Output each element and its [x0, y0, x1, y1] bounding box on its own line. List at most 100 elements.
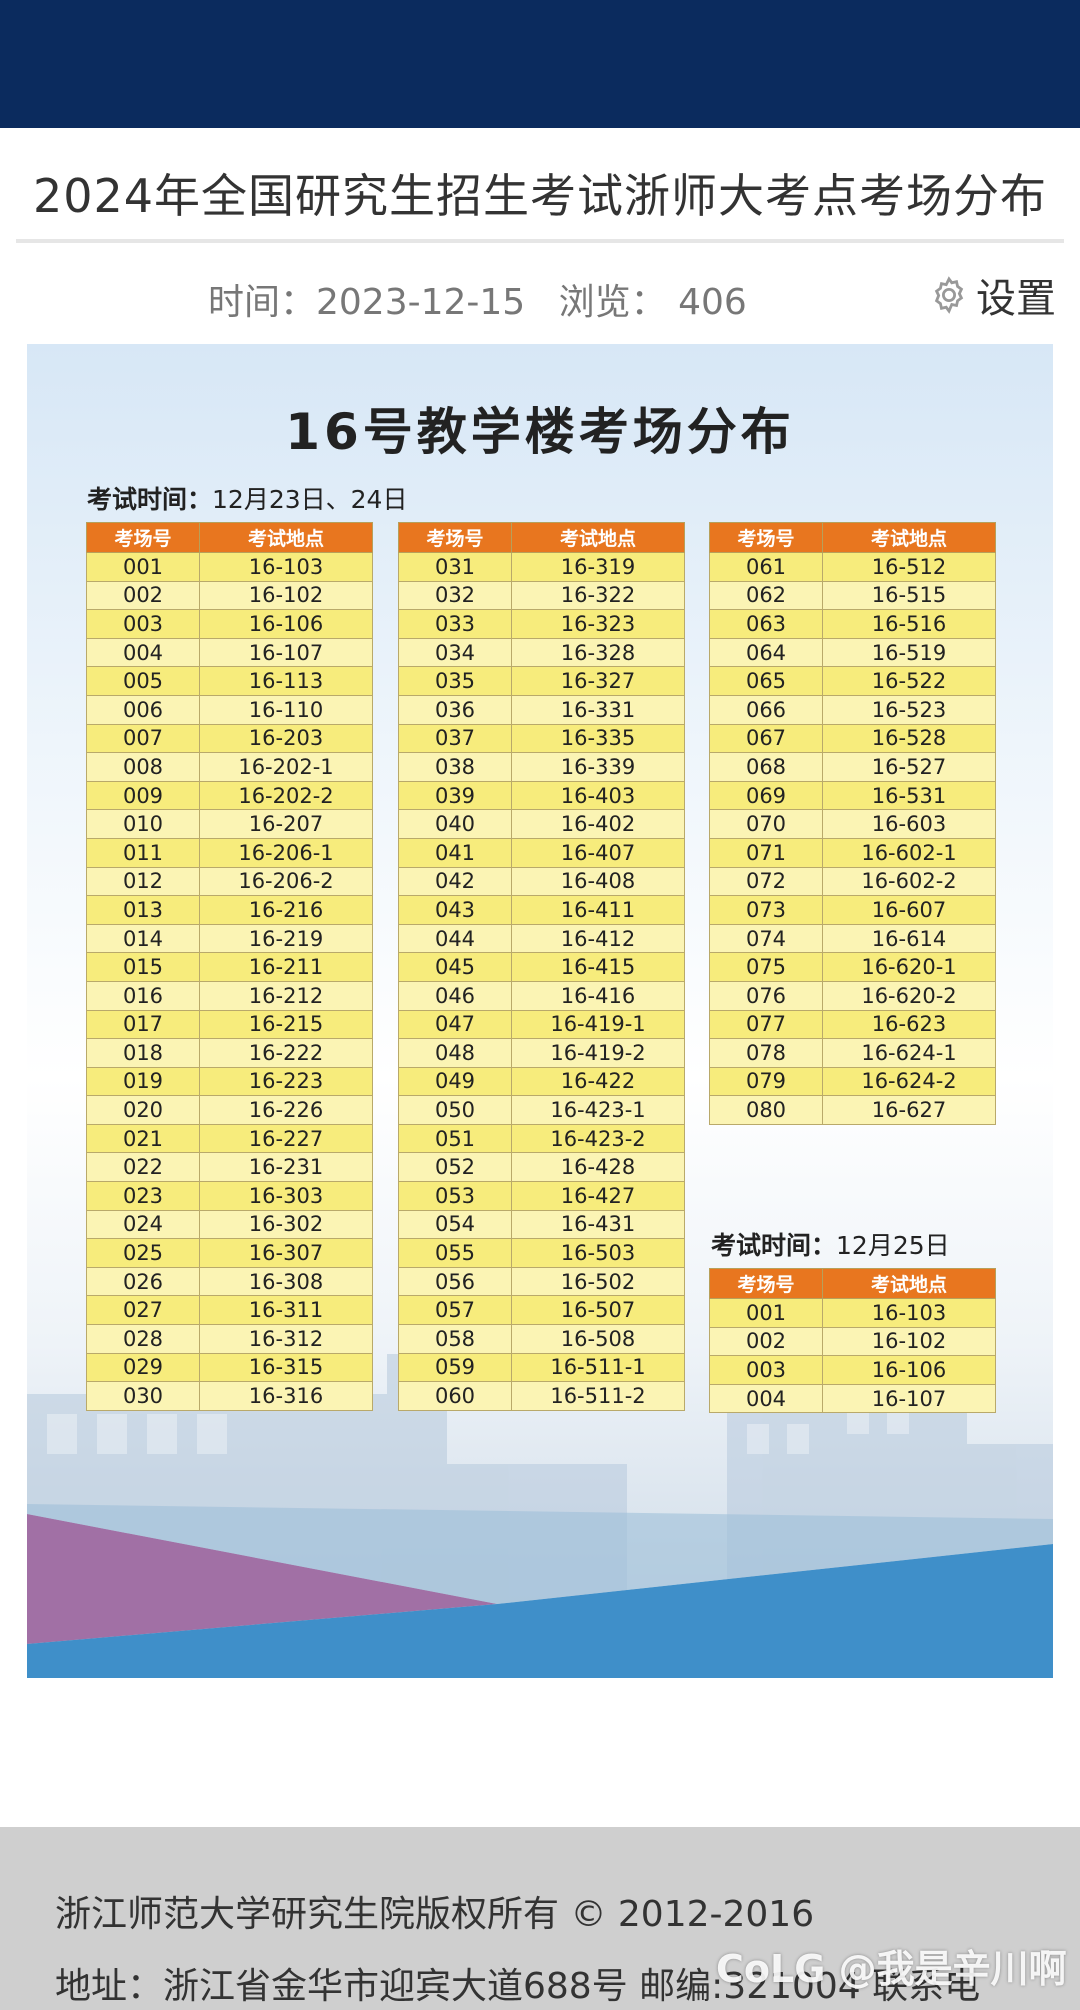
- room-number-cell: 027: [86, 1295, 200, 1326]
- room-location-cell: 16-335: [511, 723, 685, 754]
- room-number-cell: 009: [86, 780, 200, 811]
- table-row: 019 16-223: [86, 1066, 373, 1097]
- table-row: 073 16-607: [709, 895, 996, 925]
- room-location-cell: 16-423-2: [511, 1123, 685, 1154]
- table-row: 066 16-523: [709, 694, 996, 725]
- table-row: 016 16-212: [86, 980, 373, 1011]
- room-location-cell: 16-419-1: [511, 1009, 685, 1040]
- room-number-cell: 025: [86, 1238, 200, 1268]
- room-number-cell: 071: [709, 837, 823, 868]
- room-number-cell: 070: [709, 809, 823, 839]
- room-location-cell: 16-222: [199, 1038, 373, 1068]
- table-row: 008 16-202-1: [86, 752, 373, 782]
- table-row: 003 16-106: [86, 609, 373, 639]
- room-location-cell: 16-624-1: [822, 1038, 996, 1068]
- table-row: 044 16-412: [398, 923, 685, 954]
- room-location-cell: 16-512: [822, 552, 996, 582]
- room-number-cell: 017: [86, 1009, 200, 1040]
- table-row: 001 16-103: [709, 1298, 996, 1328]
- room-location-cell: 16-102: [822, 1326, 996, 1357]
- table-row: 024 16-302: [86, 1209, 373, 1240]
- room-number-cell: 031: [398, 552, 512, 582]
- room-location-cell: 16-203: [199, 723, 373, 754]
- room-location-cell: 16-607: [822, 895, 996, 925]
- room-location-cell: 16-219: [199, 923, 373, 954]
- table-row: 029 16-315: [86, 1352, 373, 1383]
- room-table-1: 考场号 考试地点 001 16-103 002 16-102 003 16-106 004 16…: [86, 522, 373, 1411]
- room-number-cell: 032: [398, 580, 512, 611]
- table-row: 071 16-602-1: [709, 837, 996, 868]
- room-number-cell: 054: [398, 1209, 512, 1240]
- table-row: 010 16-207: [86, 809, 373, 839]
- room-location-cell: 16-627: [822, 1095, 996, 1125]
- col-header-room: 考场号: [86, 522, 200, 553]
- table-row: 011 16-206-1: [86, 837, 373, 868]
- room-number-cell: 045: [398, 952, 512, 982]
- table-row: 038 16-339: [398, 752, 685, 782]
- exam-room-poster: 16号教学楼考场分布 考试时间：12月23日、24日 考场号 考试地点 001 16…: [27, 344, 1053, 1678]
- room-location-cell: 16-227: [199, 1123, 373, 1154]
- col-header-location: 考试地点: [511, 522, 685, 553]
- room-location-cell: 16-113: [199, 666, 373, 696]
- room-number-cell: 013: [86, 895, 200, 925]
- room-location-cell: 16-202-1: [199, 752, 373, 782]
- room-number-cell: 003: [709, 1355, 823, 1385]
- room-number-cell: 067: [709, 723, 823, 754]
- room-number-cell: 077: [709, 1009, 823, 1040]
- table-row: 040 16-402: [398, 809, 685, 839]
- table-row: 031 16-319: [398, 552, 685, 582]
- table-row: 062 16-515: [709, 580, 996, 611]
- room-number-cell: 046: [398, 980, 512, 1011]
- room-number-cell: 008: [86, 752, 200, 782]
- table-row: 045 16-415: [398, 952, 685, 982]
- room-location-cell: 16-211: [199, 952, 373, 982]
- room-location-cell: 16-515: [822, 580, 996, 611]
- col-header-room: 考场号: [709, 522, 823, 553]
- table-row: 032 16-322: [398, 580, 685, 611]
- room-number-cell: 012: [86, 866, 200, 897]
- room-location-cell: 16-107: [199, 637, 373, 668]
- room-number-cell: 040: [398, 809, 512, 839]
- room-location-cell: 16-216: [199, 895, 373, 925]
- table-row: 061 16-512: [709, 552, 996, 582]
- table-row: 009 16-202-2: [86, 780, 373, 811]
- table-row: 065 16-522: [709, 666, 996, 696]
- room-location-cell: 16-431: [511, 1209, 685, 1240]
- room-number-cell: 006: [86, 694, 200, 725]
- table-row: 014 16-219: [86, 923, 373, 954]
- table-row: 078 16-624-1: [709, 1038, 996, 1068]
- room-number-cell: 016: [86, 980, 200, 1011]
- room-table-3: 考场号 考试地点 061 16-512 062 16-515 063 16-516 064 16…: [709, 522, 996, 1125]
- room-number-cell: 056: [398, 1266, 512, 1297]
- room-number-cell: 037: [398, 723, 512, 754]
- room-number-cell: 058: [398, 1324, 512, 1354]
- room-location-cell: 16-614: [822, 923, 996, 954]
- room-location-cell: 16-307: [199, 1238, 373, 1268]
- table-row: 013 16-216: [86, 895, 373, 925]
- room-location-cell: 16-103: [822, 1298, 996, 1328]
- table-row: 041 16-407: [398, 837, 685, 868]
- room-number-cell: 004: [709, 1383, 823, 1414]
- room-number-cell: 074: [709, 923, 823, 954]
- room-location-cell: 16-602-2: [822, 866, 996, 897]
- table-row: 080 16-627: [709, 1095, 996, 1125]
- table-row: 004 16-107: [86, 637, 373, 668]
- room-location-cell: 16-106: [199, 609, 373, 639]
- table-row: 002 16-102: [709, 1326, 996, 1357]
- table-row: 050 16-423-1: [398, 1095, 685, 1125]
- room-number-cell: 026: [86, 1266, 200, 1297]
- footer-address: 地址：浙江省金华市迎宾大道688号 邮编:321004 联系电: [55, 1966, 981, 2007]
- room-number-cell: 066: [709, 694, 823, 725]
- room-location-cell: 16-323: [511, 609, 685, 639]
- room-number-cell: 075: [709, 952, 823, 982]
- settings-button[interactable]: 设置: [928, 266, 1056, 324]
- room-number-cell: 049: [398, 1066, 512, 1097]
- room-location-cell: 16-315: [199, 1352, 373, 1383]
- table-row: 039 16-403: [398, 780, 685, 811]
- publish-date: 时间：2023-12-15: [208, 282, 526, 323]
- room-number-cell: 007: [86, 723, 200, 754]
- room-number-cell: 023: [86, 1181, 200, 1211]
- table-row: 002 16-102: [86, 580, 373, 611]
- title-divider: [16, 239, 1064, 243]
- room-location-cell: 16-422: [511, 1066, 685, 1097]
